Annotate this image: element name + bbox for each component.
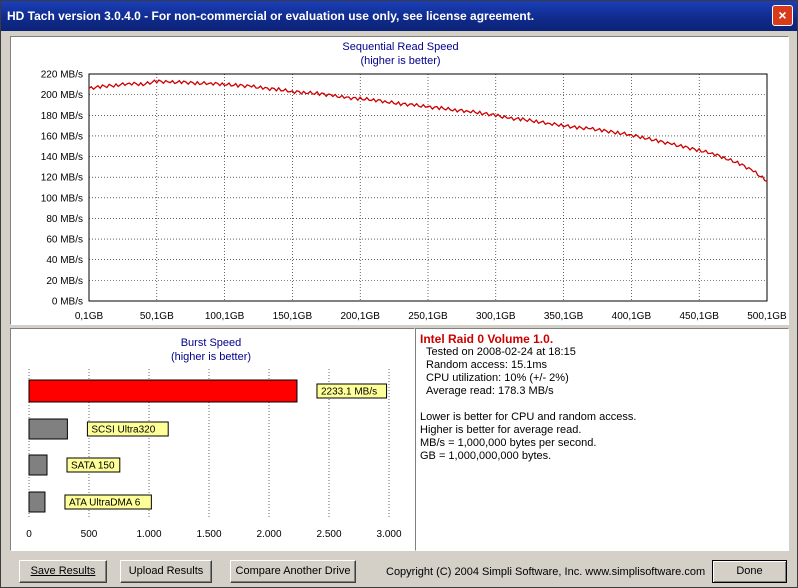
y-tick-label: 180 MB/s <box>41 111 83 122</box>
title-bar[interactable]: HD Tach version 3.0.4.0 - For non-commer… <box>1 1 797 31</box>
done-button[interactable]: Done <box>712 560 787 583</box>
sequential-read-panel: Sequential Read Speed (higher is better)… <box>10 36 789 325</box>
burst-label: ATA UltraDMA 6 <box>69 498 141 509</box>
x-tick-label: 200,1GB <box>340 311 380 322</box>
upload-results-label: Upload Results <box>128 565 204 577</box>
burst-label-box <box>316 383 388 399</box>
y-tick-label: 160 MB/s <box>41 131 83 142</box>
note-line: Lower is better for CPU and random acces… <box>420 411 637 423</box>
x-tick-label: 500 <box>81 529 98 540</box>
y-tick-label: 40 MB/s <box>46 255 83 266</box>
read-speed-line <box>88 79 768 182</box>
window-title: HD Tach version 3.0.4.0 - For non-commer… <box>7 9 535 23</box>
y-tick-label: 220 MB/s <box>41 70 83 81</box>
x-tick-label: 250,1GB <box>408 311 448 322</box>
x-tick-label: 0 <box>26 529 32 540</box>
seq-chart-title: Sequential Read Speed <box>342 41 459 53</box>
burst-speed-chart: 0 500 1.000 1.500 2.000 2.500 3.000 2233.1 MB/s… <box>26 369 402 540</box>
burst-bar <box>28 454 48 476</box>
x-tick-label: 300,1GB <box>476 311 516 322</box>
compare-drive-label: Compare Another Drive <box>235 565 351 577</box>
y-tick-label: 140 MB/s <box>41 152 83 163</box>
x-tick-label: 2.500 <box>316 529 341 540</box>
close-icon: × <box>778 7 787 23</box>
results-info-panel: Intel Raid 0 Volume 1.0. Tested on 2008-… <box>415 328 789 551</box>
y-tick-label: 100 MB/s <box>41 193 83 204</box>
burst-speed-panel: Burst Speed (higher is better) 0 500 1.000… <box>10 328 415 551</box>
burst-bar <box>28 379 298 403</box>
copyright-text: Copyright (C) 2004 Simpli Software, Inc.… <box>386 566 706 578</box>
y-tick-label: 20 MB/s <box>46 276 83 287</box>
y-tick-label: 60 MB/s <box>46 235 83 246</box>
plot-frame <box>88 73 768 302</box>
note-line: GB = 1,000,000,000 bytes. <box>420 450 552 462</box>
burst-label: 2233.1 MB/s <box>321 387 377 398</box>
save-results-button[interactable]: Save Results <box>19 560 107 583</box>
burst-label-box <box>86 421 169 437</box>
burst-bar <box>28 491 46 513</box>
x-tick-label: 2.000 <box>256 529 281 540</box>
tested-on: Tested on 2008-02-24 at 18:15 <box>426 346 576 358</box>
x-tick-label: 3.000 <box>376 529 401 540</box>
x-tick-label: 350,1GB <box>544 311 584 322</box>
x-tick-label: 450,1GB <box>679 311 719 322</box>
note-line: Higher is better for average read. <box>420 424 582 436</box>
save-results-label: Save Results <box>30 565 96 577</box>
drive-name: Intel Raid 0 Volume 1.0. <box>420 332 554 346</box>
random-access: Random access: 15.1ms <box>426 359 548 371</box>
close-button[interactable]: × <box>772 5 793 26</box>
y-tick-label: 120 MB/s <box>41 173 83 184</box>
seq-chart-subtitle: (higher is better) <box>360 55 441 67</box>
done-label: Done <box>736 565 763 577</box>
x-tick-label: 1.000 <box>136 529 161 540</box>
upload-results-button[interactable]: Upload Results <box>120 560 212 583</box>
y-tick-label: 200 MB/s <box>41 90 83 101</box>
x-tick-label: 400,1GB <box>612 311 652 322</box>
burst-chart-subtitle: (higher is better) <box>170 351 252 363</box>
x-tick-label: 50,1GB <box>140 311 174 322</box>
x-tick-label: 150,1GB <box>273 311 313 322</box>
burst-label-box <box>66 457 121 473</box>
x-tick-label: 1.500 <box>196 529 221 540</box>
x-tick-label: 500,1GB <box>747 311 787 322</box>
x-tick-label: 0,1GB <box>75 311 104 322</box>
sequential-read-chart: 0 MB/s 20 MB/s 40 MB/s 60 MB/s 80 MB/s 100 MB… <box>41 70 787 323</box>
burst-label-box <box>64 494 152 510</box>
burst-chart-title: Burst Speed <box>180 337 242 349</box>
burst-label: SCSI Ultra320 <box>91 425 155 436</box>
average-read: Average read: 178.3 MB/s <box>426 385 554 397</box>
compare-drive-button[interactable]: Compare Another Drive <box>230 560 356 583</box>
burst-bar <box>28 418 68 440</box>
y-tick-label: 0 MB/s <box>52 297 83 308</box>
y-tick-label: 80 MB/s <box>46 214 83 225</box>
burst-label: SATA 150 <box>71 461 115 472</box>
note-line: MB/s = 1,000,000 bytes per second. <box>420 437 597 449</box>
x-tick-label: 100,1GB <box>205 311 245 322</box>
cpu-utilization: CPU utilization: 10% (+/- 2%) <box>426 372 569 384</box>
